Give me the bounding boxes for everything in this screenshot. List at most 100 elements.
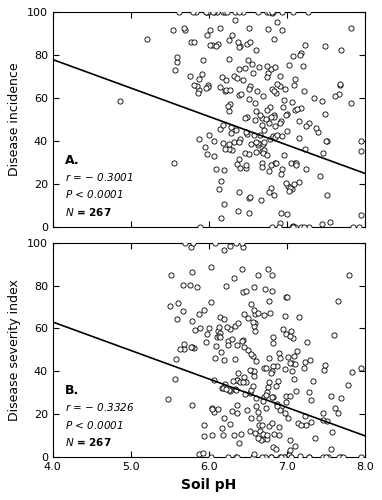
Point	[311, 94, 317, 102]
Point	[335, 408, 342, 416]
Point	[251, 366, 257, 374]
Point	[288, 453, 294, 461]
Point	[222, 87, 228, 95]
Point	[312, 434, 319, 442]
Point	[246, 86, 253, 94]
Point	[272, 62, 278, 70]
Point	[261, 126, 267, 134]
Point	[205, 84, 211, 92]
Point	[180, 282, 186, 290]
Point	[236, 188, 242, 196]
Point	[265, 26, 271, 34]
Point	[250, 382, 256, 390]
Point	[173, 356, 180, 364]
Point	[271, 87, 277, 95]
Point	[329, 428, 335, 436]
Point	[306, 453, 312, 461]
Point	[269, 339, 275, 347]
Point	[274, 402, 280, 409]
Point	[283, 330, 289, 338]
Point	[257, 111, 263, 119]
Point	[231, 431, 237, 439]
Point	[188, 38, 194, 46]
Point	[196, 310, 202, 318]
Point	[268, 65, 274, 73]
Point	[308, 396, 314, 404]
Point	[296, 178, 303, 186]
Point	[218, 348, 224, 356]
Point	[315, 128, 321, 136]
Point	[172, 66, 178, 74]
Point	[268, 453, 274, 461]
Point	[323, 136, 329, 144]
Point	[189, 344, 196, 351]
Point	[206, 324, 212, 332]
Point	[214, 333, 220, 341]
Point	[203, 8, 209, 16]
Point	[259, 435, 265, 443]
Point	[221, 166, 227, 173]
Point	[226, 106, 232, 114]
Point	[287, 360, 293, 368]
Point	[349, 368, 355, 376]
Point	[191, 80, 197, 88]
Point	[306, 118, 312, 126]
Point	[201, 422, 207, 430]
X-axis label: Soil pH: Soil pH	[181, 478, 236, 492]
Point	[266, 297, 272, 305]
Point	[283, 292, 290, 300]
Point	[278, 453, 284, 461]
Point	[275, 378, 281, 386]
Point	[270, 444, 276, 452]
Point	[317, 172, 323, 179]
Point	[217, 214, 223, 222]
Point	[337, 81, 343, 89]
Point	[251, 131, 257, 139]
Point	[227, 420, 233, 428]
Point	[256, 64, 262, 72]
Point	[200, 56, 206, 64]
Point	[267, 184, 274, 192]
Point	[266, 378, 272, 386]
Point	[255, 138, 261, 146]
Point	[303, 420, 309, 428]
Point	[243, 164, 249, 172]
Point	[256, 414, 262, 422]
Point	[222, 145, 228, 153]
Point	[209, 405, 215, 413]
Point	[251, 283, 257, 291]
Point	[268, 369, 274, 377]
Point	[269, 84, 275, 92]
Point	[204, 150, 210, 158]
Point	[253, 430, 259, 438]
Point	[247, 82, 253, 90]
Point	[348, 24, 354, 32]
Point	[270, 113, 277, 121]
Point	[221, 315, 227, 323]
Point	[277, 453, 283, 461]
Point	[213, 165, 219, 173]
Point	[274, 131, 280, 139]
Point	[165, 395, 171, 403]
Point	[286, 332, 293, 340]
Point	[237, 164, 243, 172]
Point	[271, 430, 277, 438]
Point	[216, 324, 222, 332]
Point	[281, 96, 287, 104]
Point	[208, 262, 214, 270]
Point	[301, 364, 307, 372]
Point	[277, 354, 283, 362]
Point	[260, 140, 266, 148]
Point	[236, 138, 242, 146]
Point	[319, 220, 325, 228]
Point	[227, 86, 233, 94]
Point	[268, 453, 274, 461]
Point	[236, 439, 243, 447]
Point	[251, 100, 257, 108]
Point	[172, 376, 178, 384]
Point	[199, 70, 206, 78]
Point	[255, 434, 261, 442]
Point	[234, 341, 240, 349]
Point	[223, 86, 229, 94]
Point	[237, 42, 243, 50]
